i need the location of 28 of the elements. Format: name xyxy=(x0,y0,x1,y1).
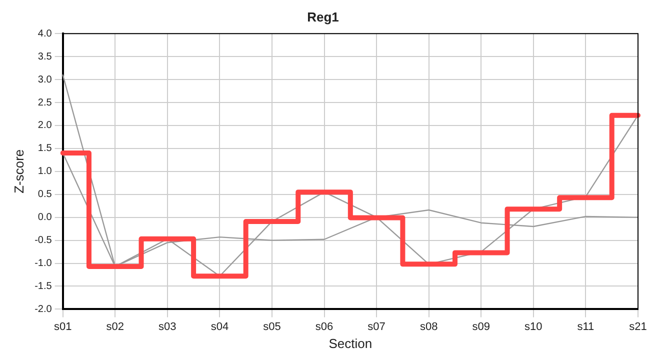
y-tick-label: 4.0 xyxy=(38,28,52,40)
x-tick-label: s11 xyxy=(577,320,594,333)
x-axis-title: Section xyxy=(328,336,372,351)
y-tick-label: 2.5 xyxy=(38,97,52,108)
x-tick-label: s06 xyxy=(315,320,334,333)
x-tick-label: s02 xyxy=(106,320,124,333)
x-tick-label: s09 xyxy=(472,320,490,333)
x-tick-label: s07 xyxy=(368,320,386,333)
y-tick-label: 1.5 xyxy=(38,143,52,154)
x-tick-label: s03 xyxy=(158,320,176,333)
chart-title: Reg1 xyxy=(307,9,339,24)
y-tick-label: 3.0 xyxy=(38,74,52,86)
y-tick-label: 0.5 xyxy=(38,189,52,200)
y-axis-title: Z-score xyxy=(11,149,26,194)
y-tick-label: 1.0 xyxy=(38,166,52,178)
x-tick-label: s08 xyxy=(420,320,438,333)
y-tick-label: 2.0 xyxy=(38,120,52,132)
y-tick-label: 3.5 xyxy=(38,51,52,62)
y-tick-label: -1.0 xyxy=(34,258,52,270)
x-tick-label: s01 xyxy=(54,320,72,333)
y-tick-label: -2.0 xyxy=(34,304,52,315)
x-tick-label: s05 xyxy=(263,320,281,333)
y-tick-label: -0.5 xyxy=(34,235,52,246)
x-tick-label: s04 xyxy=(210,320,229,333)
y-tick-label: 0.0 xyxy=(38,212,52,224)
y-tick-label: -1.5 xyxy=(34,280,52,292)
x-tick-label: s21 xyxy=(629,320,647,333)
x-tick-label: s10 xyxy=(524,320,542,333)
